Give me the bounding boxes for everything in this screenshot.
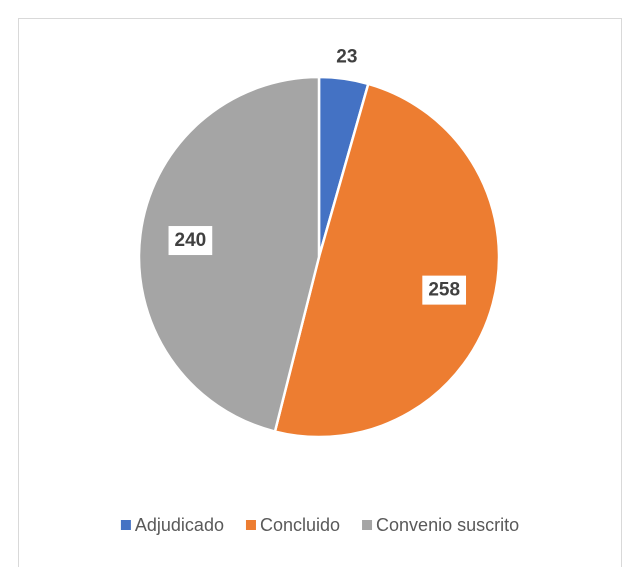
legend-swatch xyxy=(362,520,373,530)
data-label: 240 xyxy=(175,230,207,251)
pie-slice xyxy=(137,75,321,434)
legend-swatch xyxy=(245,520,256,530)
pie-slice xyxy=(273,82,501,439)
legend-label: Concluido xyxy=(260,515,340,535)
legend-swatch xyxy=(120,520,131,530)
legend-label: Convenio suscrito xyxy=(376,515,519,535)
data-label: 23 xyxy=(336,46,357,67)
data-label-box xyxy=(422,275,467,305)
legend-label: Adjudicado xyxy=(135,515,224,535)
data-label: 258 xyxy=(428,280,460,301)
data-label-box xyxy=(168,226,213,256)
